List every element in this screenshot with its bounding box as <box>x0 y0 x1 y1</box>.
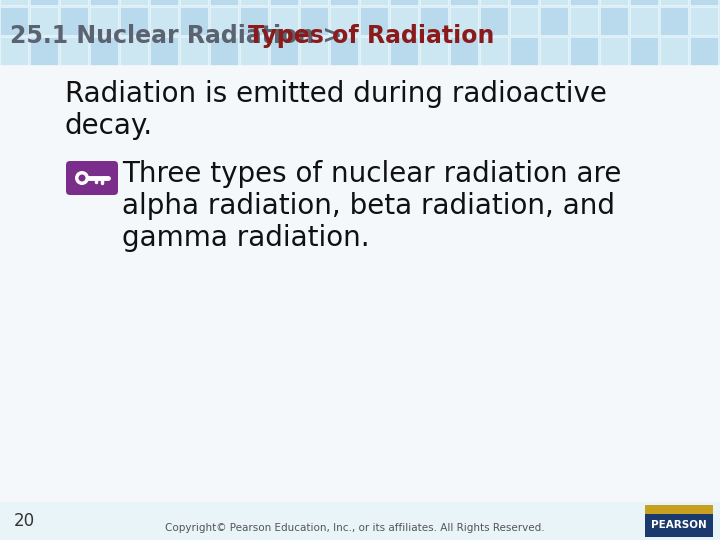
Bar <box>600 0 628 5</box>
Bar <box>660 0 688 5</box>
Text: 20: 20 <box>14 512 35 530</box>
Bar <box>450 37 478 65</box>
Bar <box>30 37 58 65</box>
Bar <box>150 0 178 5</box>
Bar <box>510 7 538 35</box>
Bar <box>180 7 208 35</box>
Bar <box>420 37 448 65</box>
Bar <box>420 7 448 35</box>
Circle shape <box>78 174 86 181</box>
Bar <box>450 0 478 5</box>
Bar <box>450 7 478 35</box>
Bar <box>90 0 118 5</box>
Bar <box>90 7 118 35</box>
Bar <box>360 0 388 5</box>
Bar <box>210 0 238 5</box>
Bar <box>360 7 388 35</box>
Bar <box>0 0 720 65</box>
Bar <box>660 7 688 35</box>
Bar <box>630 7 658 35</box>
Text: Radiation is emitted during radioactive: Radiation is emitted during radioactive <box>65 80 607 108</box>
Bar <box>300 7 328 35</box>
Text: gamma radiation.: gamma radiation. <box>122 224 369 252</box>
Bar <box>390 7 418 35</box>
Bar <box>570 37 598 65</box>
Circle shape <box>75 171 89 185</box>
Bar <box>240 37 268 65</box>
Bar <box>570 0 598 5</box>
Bar <box>90 37 118 65</box>
Bar <box>120 7 148 35</box>
Bar <box>240 0 268 5</box>
Bar <box>60 0 88 5</box>
Bar <box>240 7 268 35</box>
Bar <box>270 0 298 5</box>
Bar <box>360 37 388 65</box>
Text: PEARSON: PEARSON <box>651 521 707 530</box>
Bar <box>690 0 718 5</box>
Bar <box>300 37 328 65</box>
Bar <box>690 37 718 65</box>
Bar <box>510 0 538 5</box>
Bar <box>480 7 508 35</box>
Bar <box>600 7 628 35</box>
Bar <box>210 7 238 35</box>
Bar <box>300 0 328 5</box>
Bar <box>600 37 628 65</box>
Bar <box>270 37 298 65</box>
Bar <box>480 0 508 5</box>
Bar <box>630 37 658 65</box>
FancyBboxPatch shape <box>66 161 118 195</box>
Bar <box>510 37 538 65</box>
Bar <box>330 0 358 5</box>
Bar <box>480 37 508 65</box>
Text: 25.1 Nuclear Radiation >: 25.1 Nuclear Radiation > <box>10 24 351 48</box>
Bar <box>30 0 58 5</box>
Bar <box>120 0 148 5</box>
Bar <box>150 7 178 35</box>
Bar <box>420 0 448 5</box>
Bar <box>645 505 713 514</box>
Bar <box>390 37 418 65</box>
Bar <box>0 37 28 65</box>
Bar <box>270 7 298 35</box>
Bar <box>540 37 568 65</box>
Bar <box>540 0 568 5</box>
Bar <box>60 37 88 65</box>
Bar <box>0 0 28 5</box>
Bar <box>210 37 238 65</box>
Bar <box>150 37 178 65</box>
Bar <box>0 502 720 540</box>
Bar <box>660 37 688 65</box>
Bar <box>630 0 658 5</box>
Text: Types of Radiation: Types of Radiation <box>248 24 494 48</box>
Bar <box>0 7 28 35</box>
Bar <box>120 37 148 65</box>
Bar <box>330 7 358 35</box>
Bar <box>330 37 358 65</box>
Bar <box>645 505 713 537</box>
Bar <box>180 0 208 5</box>
Bar <box>180 37 208 65</box>
Text: Three types of nuclear radiation are: Three types of nuclear radiation are <box>122 160 621 188</box>
Bar <box>690 7 718 35</box>
Bar <box>570 7 598 35</box>
Bar <box>60 7 88 35</box>
Bar <box>390 0 418 5</box>
Bar <box>540 7 568 35</box>
Text: Copyright© Pearson Education, Inc., or its affiliates. All Rights Reserved.: Copyright© Pearson Education, Inc., or i… <box>165 523 545 533</box>
Text: alpha radiation, beta radiation, and: alpha radiation, beta radiation, and <box>122 192 615 220</box>
Text: decay.: decay. <box>65 112 153 140</box>
Bar <box>30 7 58 35</box>
